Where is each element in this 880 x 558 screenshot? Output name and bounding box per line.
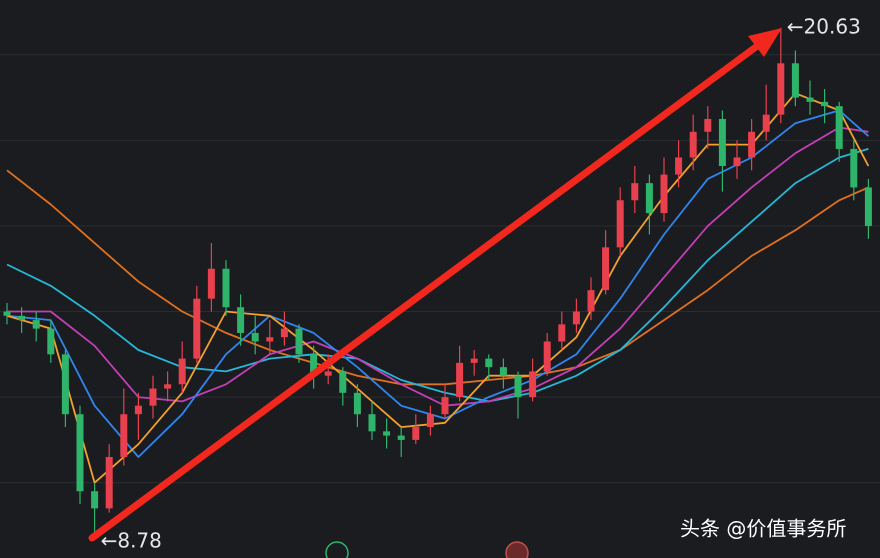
arrow-head [748, 28, 782, 57]
candle-body [835, 106, 843, 149]
candle-body [572, 311, 580, 325]
candle-body [543, 341, 551, 372]
candle-body [426, 414, 434, 428]
candle-body [791, 63, 799, 98]
candle-body [675, 157, 683, 175]
candle-body [310, 354, 318, 376]
candle-body [689, 131, 697, 158]
candle-body [266, 337, 274, 342]
candle-body [514, 375, 522, 398]
candle-body [32, 320, 40, 329]
candle-body [61, 354, 69, 415]
candle-body [149, 388, 157, 406]
candle-body [105, 457, 113, 509]
candle-body [499, 367, 507, 376]
candle-body [3, 311, 11, 316]
icon [325, 541, 349, 558]
price-label: ←20.63 [787, 14, 861, 38]
candle-body [280, 328, 288, 338]
candle-body [18, 315, 26, 321]
candle-body [850, 148, 858, 188]
candle-body [91, 491, 99, 509]
candles [3, 27, 872, 535]
candle-body [485, 358, 493, 368]
price-label: ←8.78 [101, 528, 162, 552]
arrow-shaft [88, 34, 772, 542]
candle-body [762, 114, 770, 132]
candle-body [733, 157, 741, 167]
icon [505, 541, 529, 558]
candle-body [383, 431, 391, 436]
candle-body [806, 97, 814, 102]
candle-body [602, 247, 610, 291]
candle-body [207, 268, 215, 299]
candle-body [295, 328, 303, 355]
watermark: 头条 @价值事务所 [680, 517, 846, 541]
candle-body [821, 101, 829, 107]
candle-body [558, 324, 566, 342]
candle-body [616, 200, 624, 248]
candle-body [178, 358, 186, 385]
candle-body [748, 131, 756, 158]
candle-body [47, 328, 55, 355]
candle-body [164, 384, 172, 389]
candle-body [120, 414, 128, 458]
candle-body [134, 405, 142, 415]
candle-body [222, 268, 230, 308]
candle-body [441, 397, 449, 415]
candle-body [470, 358, 478, 363]
trend-arrow [88, 28, 782, 542]
candle-body [368, 414, 376, 432]
candle-body [324, 371, 332, 376]
candle-body [397, 435, 405, 440]
candle-body [660, 174, 668, 214]
candle-body [587, 290, 595, 312]
candle-body [704, 118, 712, 132]
candle-body [76, 414, 84, 492]
candle-body [777, 63, 785, 115]
candle-body [864, 187, 872, 226]
candle-body [339, 371, 347, 393]
candle-body [237, 307, 245, 333]
candle-body [193, 298, 201, 359]
candle-body [456, 362, 464, 398]
candle-body [529, 371, 537, 398]
candle-body [412, 427, 420, 440]
candle-body [645, 183, 653, 214]
candle-body [718, 118, 726, 167]
candle-body [631, 183, 639, 201]
annotations: ←20.63 ←8.78 [101, 14, 861, 552]
candle-body [353, 392, 361, 415]
candle-body [251, 332, 259, 342]
